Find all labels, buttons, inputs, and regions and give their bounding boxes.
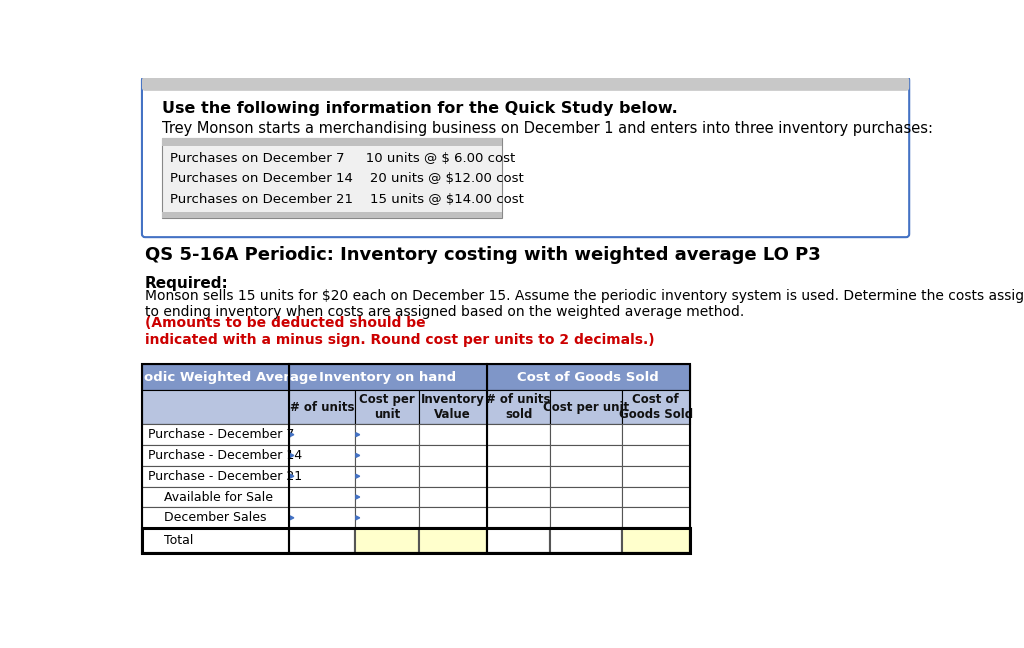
FancyBboxPatch shape xyxy=(142,77,909,237)
Bar xyxy=(142,390,289,424)
Polygon shape xyxy=(356,516,359,520)
Bar xyxy=(550,507,622,528)
Polygon shape xyxy=(356,495,359,499)
Bar xyxy=(142,445,289,466)
Bar xyxy=(289,424,355,445)
Bar xyxy=(419,466,486,487)
Text: Periodic Weighted Average: Periodic Weighted Average xyxy=(114,371,317,384)
Bar xyxy=(419,507,486,528)
Text: Purchases on December 21    15 units @ $14.00 cost: Purchases on December 21 15 units @ $14.… xyxy=(170,193,523,206)
Bar xyxy=(550,424,622,445)
Bar xyxy=(142,487,289,507)
Polygon shape xyxy=(290,474,294,478)
Bar xyxy=(622,466,690,487)
Bar xyxy=(550,487,622,507)
Bar xyxy=(162,212,502,218)
Bar xyxy=(142,364,690,553)
Text: Inventory on hand: Inventory on hand xyxy=(319,371,457,384)
Bar xyxy=(622,445,690,466)
Bar xyxy=(550,445,622,466)
Polygon shape xyxy=(356,454,359,457)
Text: Purchase - December 14: Purchase - December 14 xyxy=(148,449,302,462)
Bar xyxy=(486,364,690,390)
Text: Purchase - December 7: Purchase - December 7 xyxy=(148,428,295,441)
Bar xyxy=(486,445,550,466)
Bar xyxy=(355,487,419,507)
Bar xyxy=(289,364,486,390)
Bar xyxy=(550,390,622,424)
Bar xyxy=(162,138,502,146)
Bar xyxy=(622,528,690,553)
Bar xyxy=(486,424,550,445)
Bar xyxy=(419,424,486,445)
Text: Cost per
unit: Cost per unit xyxy=(359,393,415,421)
Bar xyxy=(289,487,355,507)
Text: Cost per unit: Cost per unit xyxy=(543,401,629,414)
Bar xyxy=(486,507,550,528)
Text: (Amounts to be deducted should be
indicated with a minus sign. Round cost per un: (Amounts to be deducted should be indica… xyxy=(145,316,654,347)
Text: Available for Sale: Available for Sale xyxy=(164,491,272,503)
Bar xyxy=(355,424,419,445)
Bar xyxy=(486,487,550,507)
Text: Use the following information for the Quick Study below.: Use the following information for the Qu… xyxy=(162,101,678,116)
Bar xyxy=(550,528,622,553)
Text: Cost of
Goods Sold: Cost of Goods Sold xyxy=(618,393,693,421)
Bar xyxy=(142,466,289,487)
Bar xyxy=(289,445,355,466)
Bar xyxy=(622,390,690,424)
Polygon shape xyxy=(356,433,359,437)
Bar xyxy=(289,507,355,528)
Polygon shape xyxy=(290,516,294,520)
Bar xyxy=(419,390,486,424)
Bar xyxy=(419,487,486,507)
Bar xyxy=(355,390,419,424)
Bar xyxy=(289,390,355,424)
Bar xyxy=(142,364,289,390)
Text: Purchases on December 14    20 units @ $12.00 cost: Purchases on December 14 20 units @ $12.… xyxy=(170,172,523,185)
Bar xyxy=(355,466,419,487)
Bar xyxy=(622,487,690,507)
Text: December Sales: December Sales xyxy=(164,511,266,524)
Bar xyxy=(419,528,486,553)
Text: QS 5-16A Periodic: Inventory costing with weighted average LO P3: QS 5-16A Periodic: Inventory costing wit… xyxy=(145,246,821,264)
Text: Purchase - December 21: Purchase - December 21 xyxy=(148,470,302,483)
FancyBboxPatch shape xyxy=(142,77,909,91)
Text: Cost of Goods Sold: Cost of Goods Sold xyxy=(517,371,659,384)
Bar xyxy=(355,445,419,466)
Polygon shape xyxy=(356,474,359,478)
Bar xyxy=(142,507,289,528)
Text: Total: Total xyxy=(164,534,194,547)
Bar xyxy=(622,424,690,445)
Text: # of units: # of units xyxy=(290,401,354,414)
Polygon shape xyxy=(290,454,294,457)
Bar xyxy=(486,390,550,424)
Bar xyxy=(486,528,550,553)
Bar xyxy=(142,528,690,553)
Bar xyxy=(142,528,289,553)
Text: Required:: Required: xyxy=(145,277,228,292)
Bar xyxy=(162,138,502,218)
Bar xyxy=(550,466,622,487)
Text: Purchases on December 7     10 units @ $ 6.00 cost: Purchases on December 7 10 units @ $ 6.0… xyxy=(170,152,515,165)
Bar xyxy=(355,507,419,528)
Text: Monson sells 15 units for $20 each on December 15. Assume the periodic inventory: Monson sells 15 units for $20 each on De… xyxy=(145,289,1024,319)
Text: Inventory
Value: Inventory Value xyxy=(421,393,484,421)
Bar xyxy=(289,528,355,553)
Text: # of units
sold: # of units sold xyxy=(486,393,551,421)
Text: Trey Monson starts a merchandising business on December 1 and enters into three : Trey Monson starts a merchandising busin… xyxy=(162,121,933,136)
Bar xyxy=(622,507,690,528)
Bar xyxy=(289,466,355,487)
Bar xyxy=(486,466,550,487)
Bar xyxy=(142,424,289,445)
Bar xyxy=(355,528,419,553)
Bar xyxy=(419,445,486,466)
Polygon shape xyxy=(290,433,294,437)
